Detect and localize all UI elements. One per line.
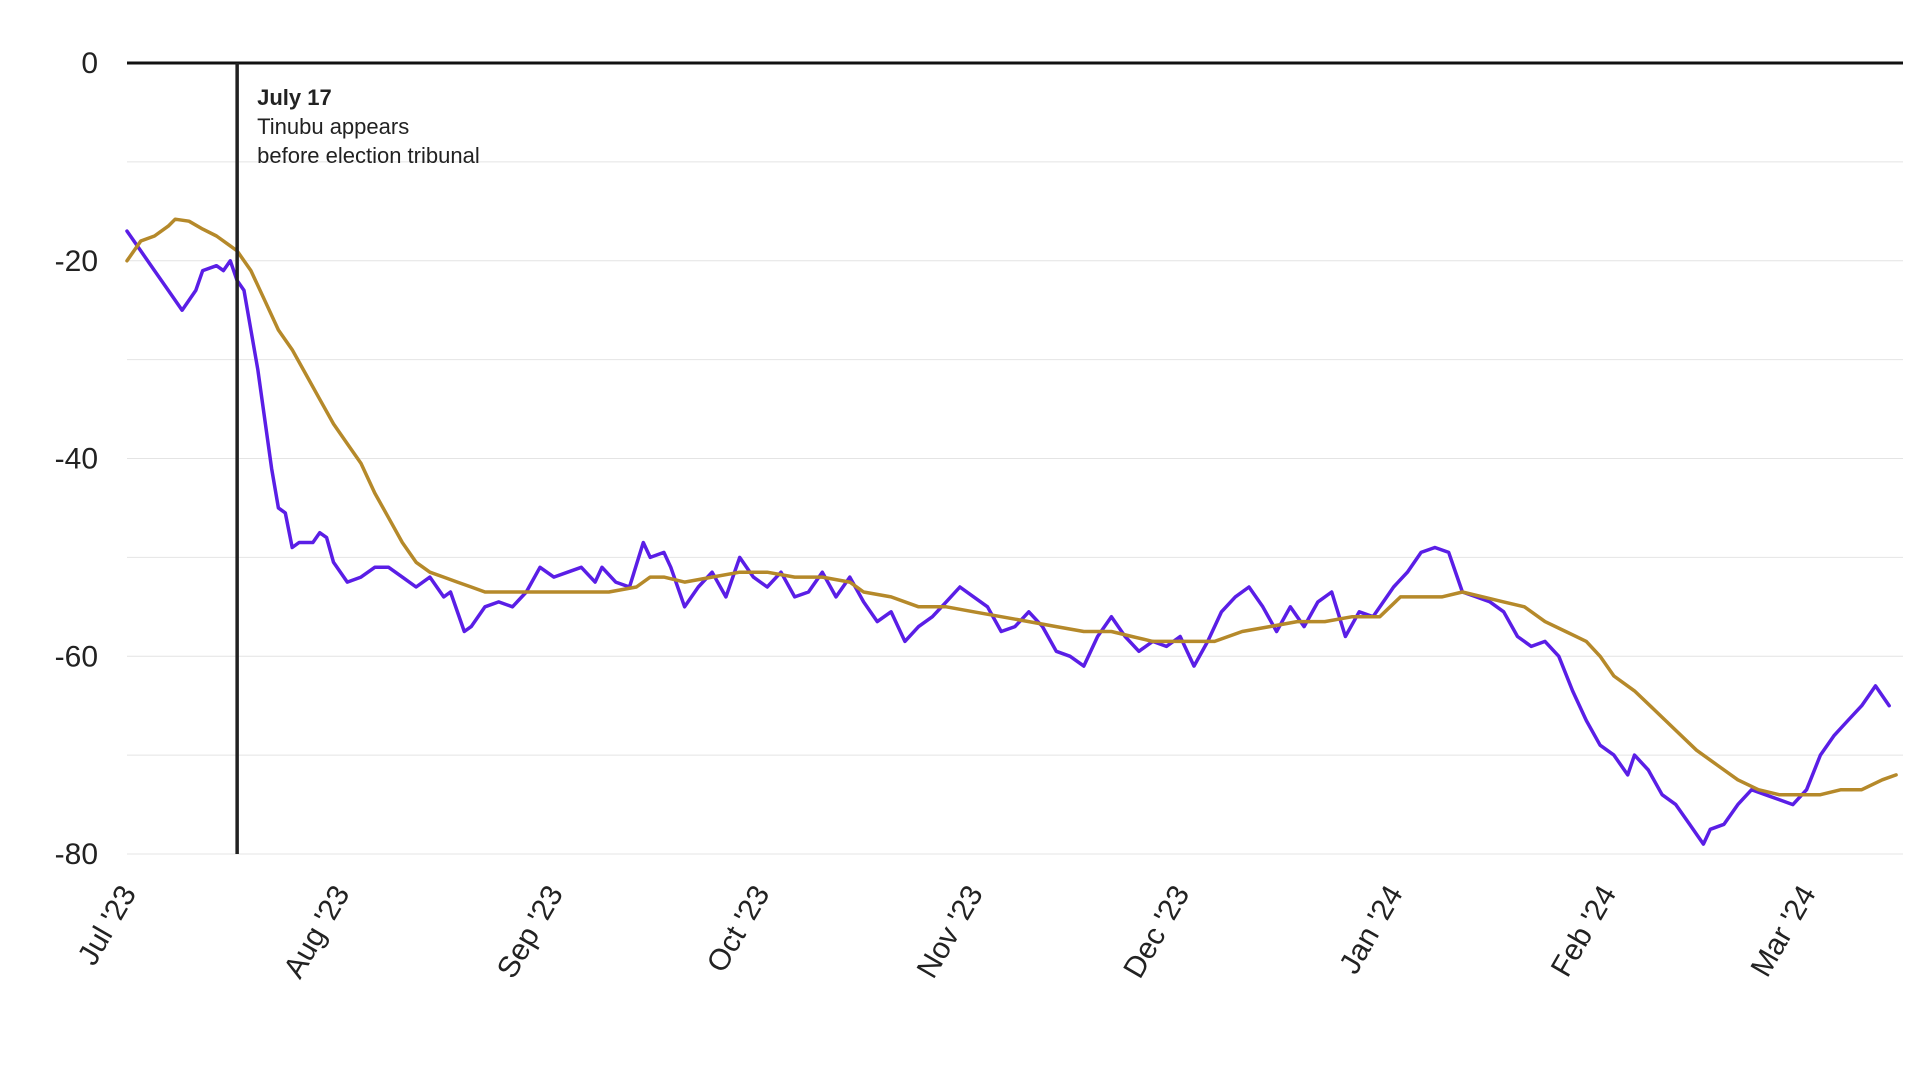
x-tick-label: Mar '24 [1745,880,1823,982]
annotation-text-line-1: Tinubu appears [257,114,409,139]
y-tick-label: -40 [55,443,98,476]
gridlines [127,161,1903,855]
x-tick-label: Jul '23 [72,880,143,971]
series-line-1 [125,229,1891,846]
x-tick-label: Jan '24 [1333,880,1409,979]
x-tick-label: Dec '23 [1117,880,1196,984]
annotation-title: July 17 [257,85,332,110]
x-tick-label: Sep '23 [491,880,570,984]
x-tick-labels: Jul '23 Aug '23 Sep '23 Oct '23 Nov '23 Dec '… [72,880,1823,984]
x-tick-label: Nov '23 [911,880,990,984]
x-tick-label: Oct '23 [701,880,777,978]
event-annotation: July 17 Tinubu appears before election t… [235,63,480,854]
annotation-text-line-2: before election tribunal [257,143,480,168]
y-tick-labels: 0 -20 -40 -60 -80 [55,47,98,871]
y-tick-label: 0 [81,47,98,80]
y-tick-label: -60 [55,640,98,673]
x-tick-label: Feb '24 [1545,880,1623,982]
y-tick-label: -20 [55,245,98,278]
y-tick-label: -80 [55,838,98,871]
x-tick-label: Aug '23 [277,880,356,984]
series-lines [125,217,1898,846]
series-line-2 [125,217,1898,797]
